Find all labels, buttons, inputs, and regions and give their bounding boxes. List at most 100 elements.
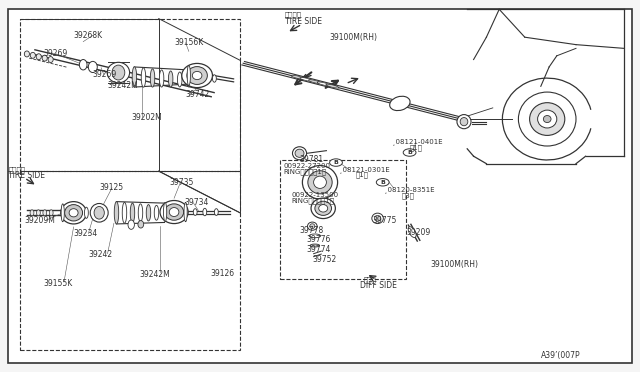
Ellipse shape <box>374 215 381 221</box>
Ellipse shape <box>114 202 119 224</box>
Ellipse shape <box>69 209 78 217</box>
Text: 00922-13500: 00922-13500 <box>291 192 339 198</box>
Text: 39774: 39774 <box>306 246 330 254</box>
Ellipse shape <box>138 204 143 222</box>
Ellipse shape <box>65 205 83 221</box>
Ellipse shape <box>319 205 328 212</box>
Ellipse shape <box>187 65 191 86</box>
Text: B: B <box>380 180 385 185</box>
Ellipse shape <box>309 234 321 238</box>
Ellipse shape <box>24 51 29 57</box>
Ellipse shape <box>164 202 166 222</box>
Text: 39778: 39778 <box>300 226 324 235</box>
Text: 39752: 39752 <box>312 255 337 264</box>
Ellipse shape <box>203 208 207 216</box>
Ellipse shape <box>42 55 47 61</box>
Text: 39100M(RH): 39100M(RH) <box>430 260 478 269</box>
Ellipse shape <box>160 201 188 224</box>
Text: （1）: （1） <box>355 171 368 178</box>
Ellipse shape <box>49 210 53 216</box>
Ellipse shape <box>326 84 339 88</box>
Text: 39209: 39209 <box>406 228 431 237</box>
Ellipse shape <box>314 176 326 189</box>
Ellipse shape <box>310 244 320 247</box>
Ellipse shape <box>311 198 335 219</box>
Text: 39126: 39126 <box>210 269 234 278</box>
Text: （1）: （1） <box>410 144 422 151</box>
Ellipse shape <box>84 207 88 218</box>
Text: ¸08120-8351E: ¸08120-8351E <box>384 186 435 193</box>
Text: B: B <box>333 160 339 165</box>
Ellipse shape <box>154 205 159 220</box>
Ellipse shape <box>88 61 97 73</box>
Ellipse shape <box>193 209 197 215</box>
Text: RINGリング（1）: RINGリング（1） <box>284 169 326 175</box>
Ellipse shape <box>150 69 155 87</box>
Text: B: B <box>407 150 412 155</box>
Text: 39268K: 39268K <box>74 31 103 40</box>
Circle shape <box>403 149 416 156</box>
Ellipse shape <box>79 60 87 70</box>
Ellipse shape <box>184 202 187 222</box>
Ellipse shape <box>307 222 317 230</box>
Text: 39155K: 39155K <box>44 279 73 288</box>
Ellipse shape <box>182 64 212 87</box>
Text: 39242M: 39242M <box>108 81 138 90</box>
Text: 39269: 39269 <box>93 70 117 79</box>
Ellipse shape <box>214 209 218 215</box>
Ellipse shape <box>317 82 330 86</box>
Text: 39742: 39742 <box>186 90 210 99</box>
Ellipse shape <box>43 210 47 216</box>
Ellipse shape <box>112 65 125 80</box>
Text: 39735: 39735 <box>170 178 194 187</box>
Ellipse shape <box>457 115 471 129</box>
Text: （3）: （3） <box>402 192 415 199</box>
Ellipse shape <box>146 205 151 221</box>
Ellipse shape <box>192 71 202 80</box>
Text: 39269: 39269 <box>44 49 68 58</box>
Ellipse shape <box>168 71 173 87</box>
Ellipse shape <box>315 201 332 215</box>
Text: 39776: 39776 <box>306 235 330 244</box>
Ellipse shape <box>538 110 557 128</box>
Ellipse shape <box>460 118 468 126</box>
Text: タイヤ側: タイヤ側 <box>285 12 302 18</box>
Text: 39781: 39781 <box>300 155 324 164</box>
Text: 39242M: 39242M <box>140 270 170 279</box>
Text: 39125: 39125 <box>99 183 124 192</box>
Ellipse shape <box>187 67 207 84</box>
Text: 39156K: 39156K <box>174 38 204 47</box>
Ellipse shape <box>518 92 576 146</box>
Ellipse shape <box>108 62 129 83</box>
Ellipse shape <box>543 115 551 123</box>
Ellipse shape <box>128 220 134 229</box>
Text: TIRE SIDE: TIRE SIDE <box>8 171 45 180</box>
Ellipse shape <box>36 210 40 216</box>
Text: DIFF SIDE: DIFF SIDE <box>360 281 397 290</box>
Ellipse shape <box>372 213 383 224</box>
Text: 39242: 39242 <box>88 250 113 259</box>
Ellipse shape <box>291 75 304 79</box>
Ellipse shape <box>36 54 42 60</box>
Ellipse shape <box>302 166 338 199</box>
Text: 39734: 39734 <box>184 198 209 207</box>
Text: A39’(007P: A39’(007P <box>541 351 580 360</box>
Ellipse shape <box>308 80 321 84</box>
Ellipse shape <box>530 103 565 135</box>
Ellipse shape <box>131 203 135 222</box>
Ellipse shape <box>30 210 34 216</box>
Ellipse shape <box>122 202 127 223</box>
Ellipse shape <box>61 204 64 222</box>
Ellipse shape <box>164 204 184 220</box>
Bar <box>20 19 240 171</box>
Ellipse shape <box>390 96 410 110</box>
Ellipse shape <box>177 72 182 87</box>
Ellipse shape <box>163 206 167 219</box>
Ellipse shape <box>300 77 313 81</box>
Ellipse shape <box>186 73 191 87</box>
Ellipse shape <box>169 208 179 217</box>
Text: TIRE SIDE: TIRE SIDE <box>285 17 322 26</box>
Text: ¸08121-0301E: ¸08121-0301E <box>339 166 390 173</box>
Ellipse shape <box>61 202 86 224</box>
Ellipse shape <box>90 203 108 222</box>
